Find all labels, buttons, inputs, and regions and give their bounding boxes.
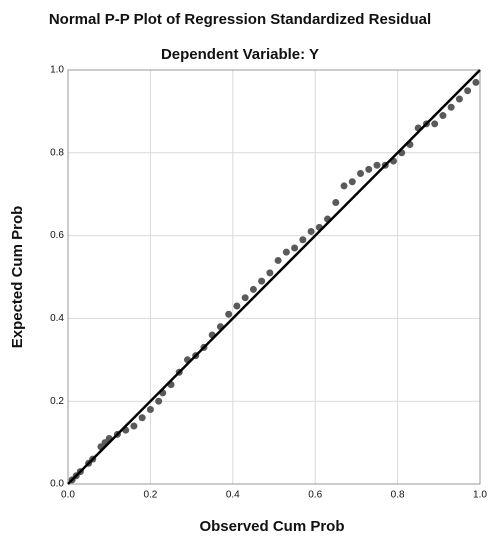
point xyxy=(365,166,372,173)
y-tick-label: 0.4 xyxy=(50,313,64,324)
point xyxy=(233,302,240,309)
x-tick-label: 0.2 xyxy=(143,490,157,501)
point xyxy=(250,286,257,293)
point xyxy=(357,170,364,177)
reference-line xyxy=(68,70,480,484)
y-tick-label: 0.6 xyxy=(50,230,64,241)
point xyxy=(242,294,249,301)
point xyxy=(299,236,306,243)
point xyxy=(225,311,232,318)
point xyxy=(341,182,348,189)
point xyxy=(283,249,290,256)
point xyxy=(275,257,282,264)
point xyxy=(448,104,455,111)
point xyxy=(456,95,463,102)
y-tick-label: 1.0 xyxy=(50,65,64,76)
chart-title: Normal P-P Plot of Regression Standardiz… xyxy=(49,11,431,28)
y-axis-label: Expected Cum Prob xyxy=(9,206,26,349)
x-tick-label: 0.6 xyxy=(308,490,322,501)
x-tick-label: 0.0 xyxy=(61,490,75,501)
point xyxy=(439,112,446,119)
x-tick-label: 0.8 xyxy=(391,490,405,501)
point xyxy=(332,199,339,206)
point xyxy=(291,245,298,252)
y-tick-label: 0.0 xyxy=(50,479,64,490)
point xyxy=(374,162,381,169)
x-tick-label: 0.4 xyxy=(226,490,240,501)
point xyxy=(431,120,438,127)
y-tick-label: 0.8 xyxy=(50,147,64,158)
point xyxy=(464,87,471,94)
point xyxy=(139,414,146,421)
chart-subtitle: Dependent Variable: Y xyxy=(161,46,319,63)
point xyxy=(349,178,356,185)
point xyxy=(472,79,479,86)
x-axis-label: Observed Cum Prob xyxy=(199,518,344,535)
chart: Normal P-P Plot of Regression Standardiz… xyxy=(0,0,489,540)
point xyxy=(258,278,265,285)
point xyxy=(308,228,315,235)
y-tick-label: 0.2 xyxy=(50,396,64,407)
point xyxy=(130,423,137,430)
point xyxy=(147,406,154,413)
point xyxy=(266,269,273,276)
x-tick-label: 1.0 xyxy=(473,490,487,501)
point xyxy=(155,398,162,405)
